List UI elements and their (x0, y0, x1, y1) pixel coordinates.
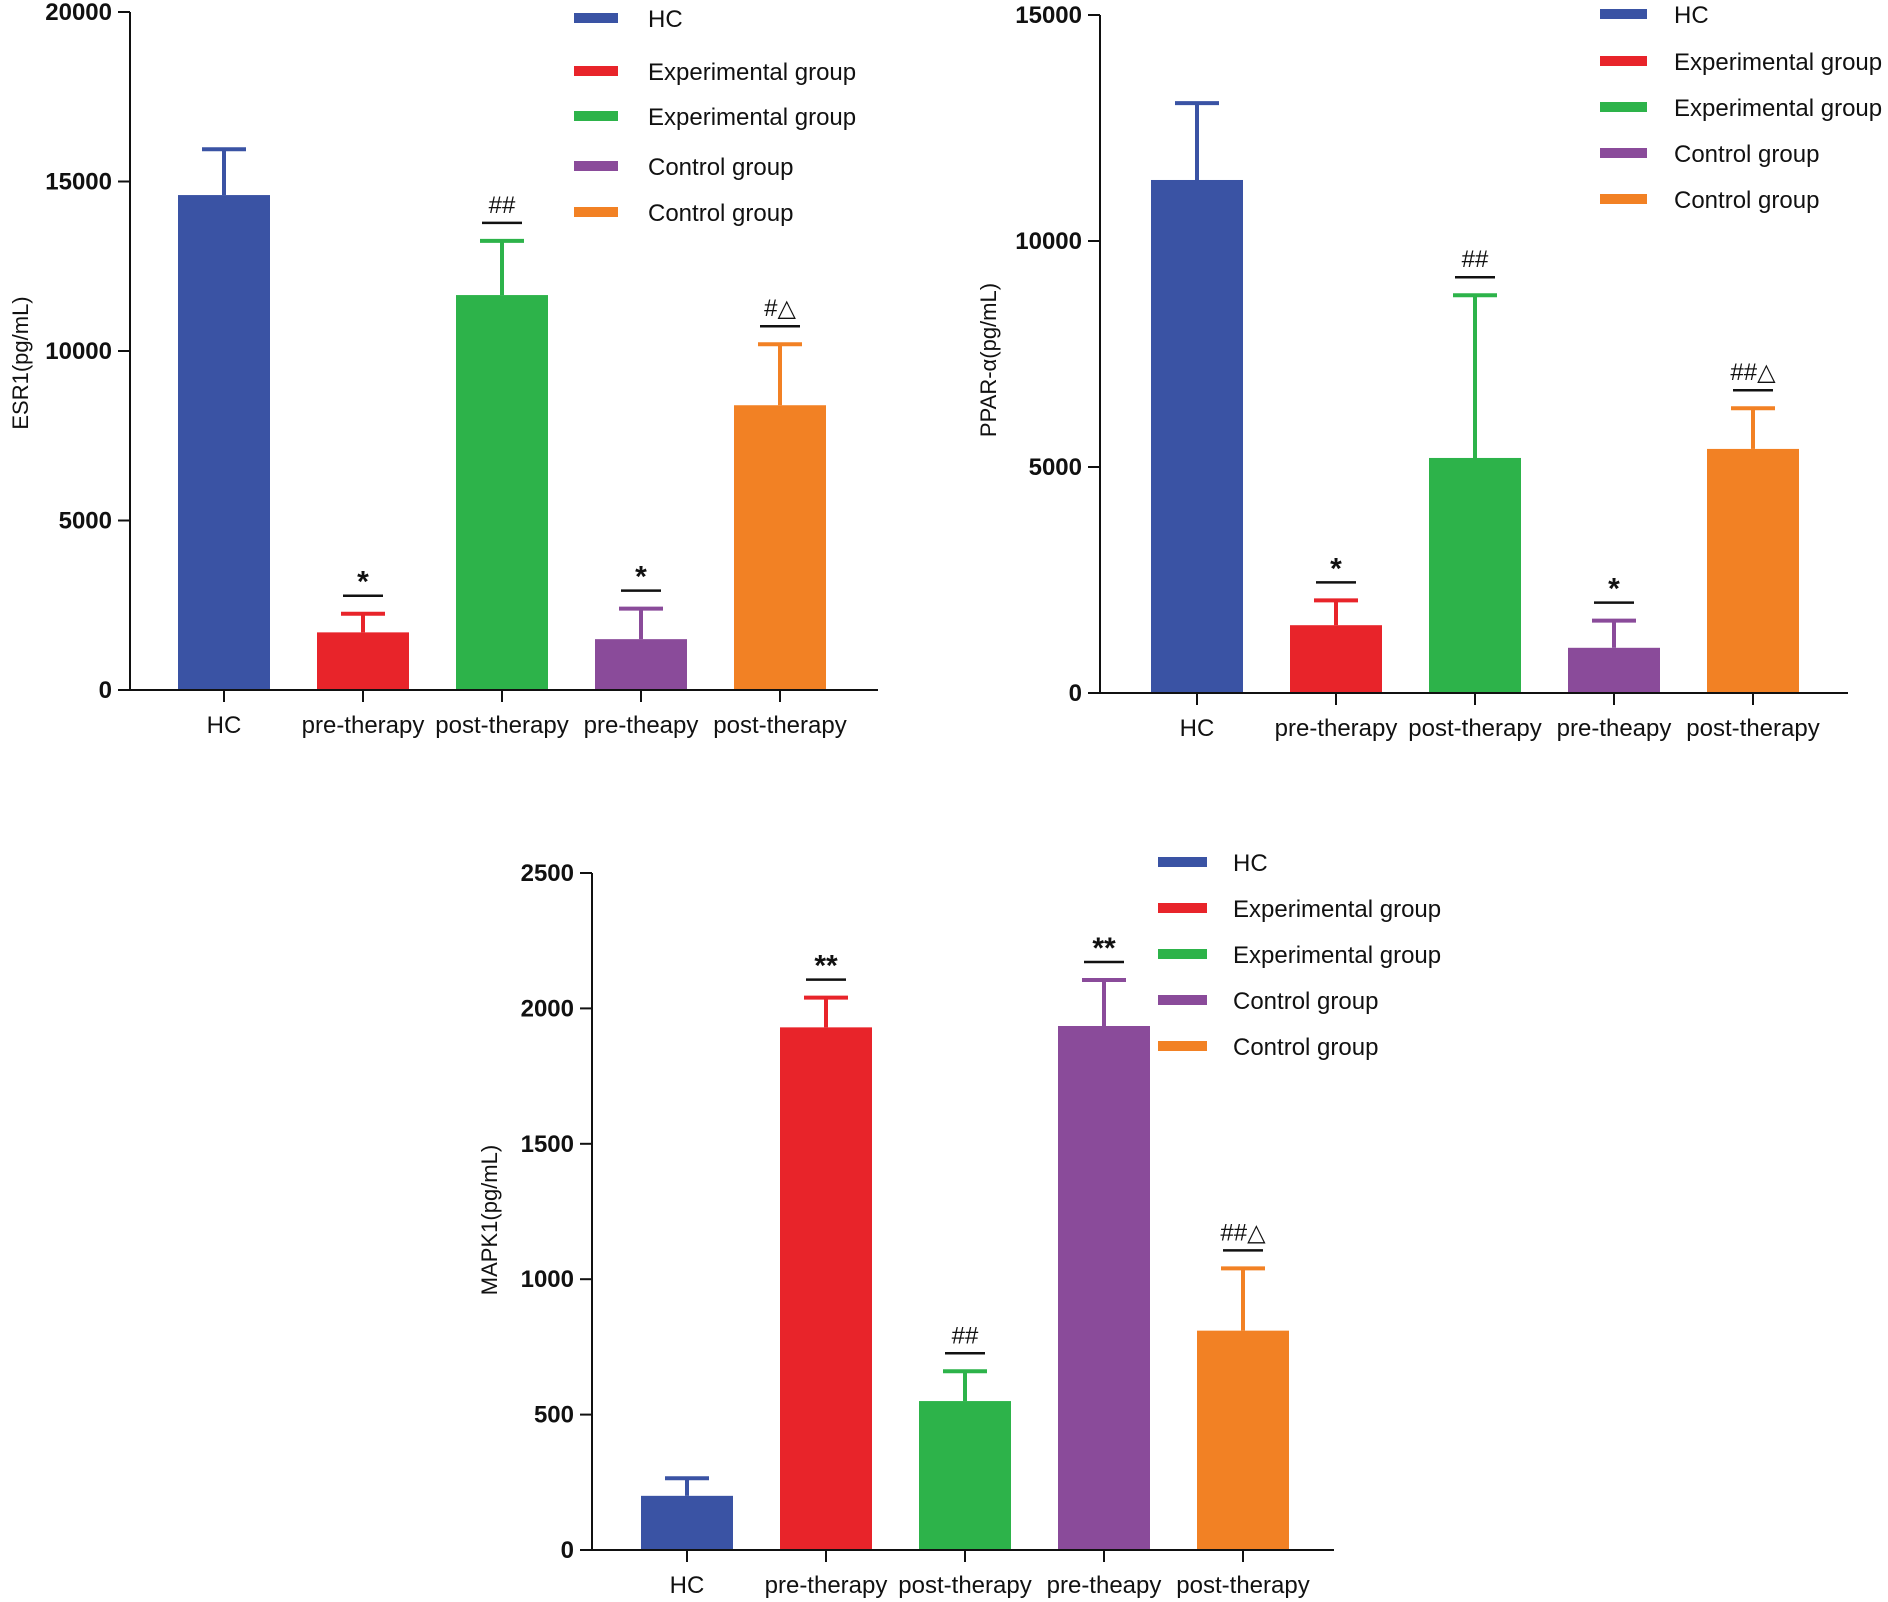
ppar-y-tick-label-1: 5000 (1029, 454, 1082, 481)
mapk1-legend-label-3: Control group (1233, 988, 1378, 1015)
esr1-legend-label-2: Experimental group (648, 104, 856, 131)
ppar-sig-label-1: * (1330, 552, 1342, 585)
ppar-x-tick-label-0: HC (1180, 715, 1215, 742)
ppar-y-tick-label-2: 10000 (1015, 228, 1082, 255)
esr1-x-tick-label-1: pre-therapy (302, 712, 425, 739)
chart-esr1: * ## * #△ 0 5000 10000 15000 20000 HC pre-therapy p… (8, 0, 878, 739)
esr1-y-tick-label-1: 5000 (59, 508, 112, 535)
mapk1-y-tick-label-0: 0 (561, 1537, 574, 1564)
esr1-legend-label-0: HC (648, 6, 683, 33)
esr1-bar-2 (456, 295, 548, 690)
ppar-legend-label-1: Experimental group (1674, 49, 1882, 76)
chart-ppar-alpha: * ## * ##△ 0 5000 10000 15000 HC pre-therapy post-… (976, 2, 1882, 742)
ppar-y-tick-label-0: 0 (1069, 680, 1082, 707)
ppar-x-tick-label-3: pre-theapy (1557, 715, 1672, 742)
mapk1-y-tick-label-3: 1500 (521, 1131, 574, 1158)
esr1-y-tick-label-3: 15000 (45, 169, 112, 196)
ppar-bar-3 (1568, 647, 1660, 693)
mapk1-bar-3 (1058, 1026, 1150, 1550)
mapk1-legend-label-1: Experimental group (1233, 896, 1441, 923)
mapk1-y-tick-label-4: 2000 (521, 995, 574, 1022)
esr1-bar-4 (734, 405, 826, 690)
ppar-bar-4 (1707, 448, 1799, 693)
mapk1-bar-4 (1197, 1330, 1289, 1550)
esr1-y-axis-title: ESR1(pg/mL) (8, 296, 33, 429)
esr1-x-tick-label-2: post-therapy (435, 712, 568, 739)
mapk1-sig-label-3: ** (1092, 932, 1116, 965)
esr1-y-tick-label-4: 20000 (45, 0, 112, 26)
mapk1-bar-0 (641, 1495, 733, 1550)
mapk1-x-tick-label-1: pre-therapy (765, 1572, 888, 1599)
mapk1-legend-label-2: Experimental group (1233, 942, 1441, 969)
mapk1-bar-1 (780, 1027, 872, 1550)
esr1-legend-label-1: Experimental group (648, 59, 856, 86)
esr1-sig-label-4: #△ (764, 295, 796, 322)
mapk1-legend-label-4: Control group (1233, 1034, 1378, 1061)
ppar-x-tick-label-4: post-therapy (1686, 715, 1819, 742)
esr1-x-tick-label-3: pre-theapy (584, 712, 699, 739)
ppar-bar-1 (1290, 625, 1382, 693)
mapk1-y-tick-label-5: 2500 (521, 860, 574, 887)
esr1-x-tick-label-0: HC (207, 712, 242, 739)
mapk1-sig-label-4: ##△ (1220, 1219, 1266, 1246)
mapk1-sig-label-2: ## (952, 1322, 979, 1349)
ppar-legend-label-4: Control group (1674, 187, 1819, 214)
mapk1-legend-label-0: HC (1233, 850, 1268, 877)
esr1-legend-label-3: Control group (648, 154, 793, 181)
mapk1-x-tick-label-4: post-therapy (1176, 1572, 1309, 1599)
mapk1-sig-label-1: ** (814, 950, 838, 983)
esr1-y-tick-label-0: 0 (99, 677, 112, 704)
ppar-legend-label-3: Control group (1674, 141, 1819, 168)
ppar-sig-label-3: * (1608, 573, 1620, 606)
ppar-x-tick-label-2: post-therapy (1408, 715, 1541, 742)
mapk1-y-tick-label-1: 500 (534, 1402, 574, 1429)
mapk1-x-tick-label-0: HC (670, 1572, 705, 1599)
esr1-sig-label-1: * (357, 566, 369, 599)
esr1-bar-0 (178, 195, 270, 690)
ppar-bar-0 (1151, 179, 1243, 694)
mapk1-y-axis-title: MAPK1(pg/mL) (477, 1145, 502, 1295)
ppar-y-tick-label-3: 15000 (1015, 2, 1082, 29)
mapk1-y-tick-label-2: 1000 (521, 1266, 574, 1293)
esr1-sig-label-2: ## (489, 192, 516, 219)
esr1-sig-label-3: * (635, 561, 647, 594)
esr1-bar-3 (595, 639, 687, 690)
mapk1-bar-2 (919, 1401, 1011, 1550)
esr1-x-tick-label-4: post-therapy (713, 712, 846, 739)
ppar-x-tick-label-1: pre-therapy (1275, 715, 1398, 742)
chart-mapk1: ** ## ** ##△ 0 500 1000 1500 2000 2500 HC pre-thera… (477, 850, 1441, 1599)
mapk1-x-tick-label-3: pre-theapy (1047, 1572, 1162, 1599)
esr1-bar-1 (317, 632, 409, 690)
ppar-bar-2 (1429, 457, 1521, 693)
ppar-legend-label-0: HC (1674, 2, 1709, 29)
mapk1-x-tick-label-2: post-therapy (898, 1572, 1031, 1599)
ppar-y-axis-title: PPAR-α(pg/mL) (976, 283, 1001, 437)
ppar-legend-label-2: Experimental group (1674, 95, 1882, 122)
ppar-sig-label-4: ##△ (1730, 359, 1776, 386)
esr1-legend-label-4: Control group (648, 200, 793, 227)
esr1-y-tick-label-2: 10000 (45, 338, 112, 365)
ppar-sig-label-2: ## (1462, 246, 1489, 273)
